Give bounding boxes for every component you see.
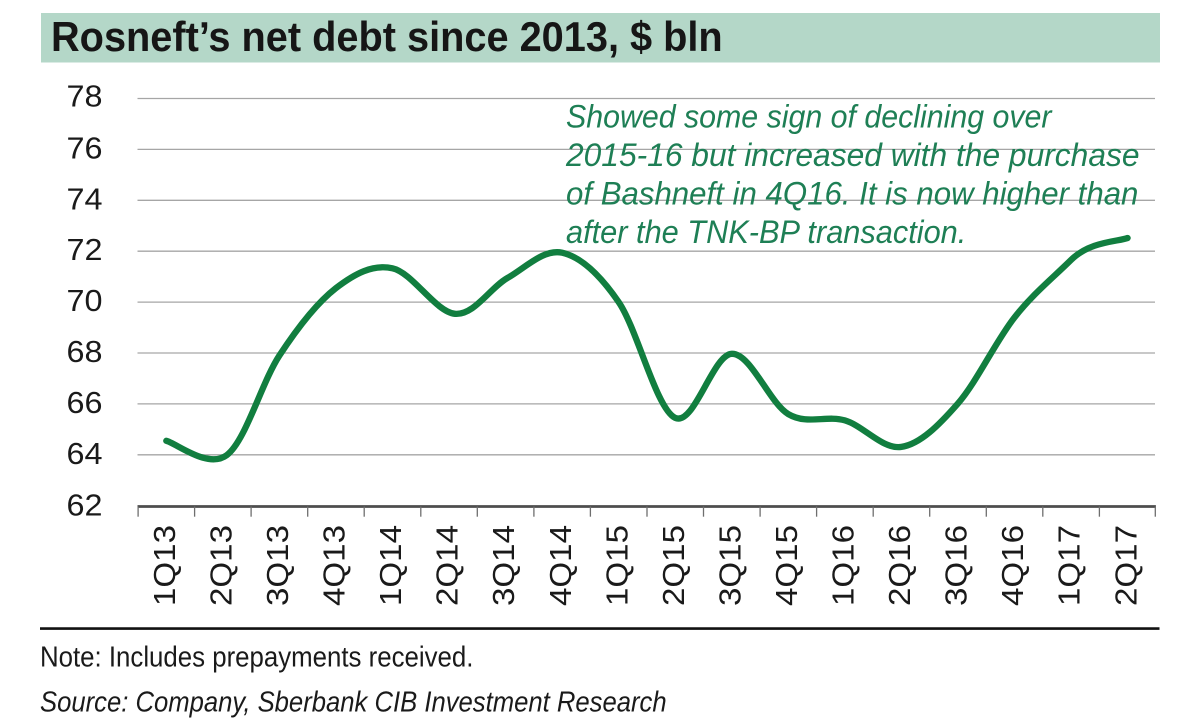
svg-text:72: 72 bbox=[67, 232, 103, 267]
svg-text:4Q15: 4Q15 bbox=[769, 525, 804, 606]
svg-text:76: 76 bbox=[67, 130, 103, 165]
svg-text:66: 66 bbox=[67, 385, 103, 420]
svg-text:3Q14: 3Q14 bbox=[486, 525, 521, 606]
svg-text:4Q13: 4Q13 bbox=[317, 525, 352, 606]
svg-text:70: 70 bbox=[67, 283, 103, 318]
svg-text:64: 64 bbox=[67, 436, 103, 471]
svg-text:62: 62 bbox=[67, 488, 103, 523]
svg-text:Note: Includes prepayments rec: Note: Includes prepayments received. bbox=[40, 641, 473, 673]
svg-text:3Q15: 3Q15 bbox=[712, 525, 747, 606]
svg-text:2015-16 but increased with the: 2015-16 but increased with the purchase bbox=[565, 137, 1139, 173]
svg-text:1Q15: 1Q15 bbox=[599, 525, 634, 606]
svg-text:after the TNK-BP transaction.: after the TNK-BP transaction. bbox=[566, 214, 966, 250]
svg-text:68: 68 bbox=[67, 334, 103, 369]
svg-text:3Q16: 3Q16 bbox=[939, 525, 974, 606]
svg-text:1Q13: 1Q13 bbox=[147, 525, 182, 606]
svg-text:4Q16: 4Q16 bbox=[995, 525, 1030, 606]
svg-text:Source: Company, Sberbank CIB: Source: Company, Sberbank CIB Investment… bbox=[40, 686, 667, 718]
svg-text:2Q16: 2Q16 bbox=[882, 525, 917, 606]
svg-text:4Q14: 4Q14 bbox=[543, 525, 578, 606]
svg-text:78: 78 bbox=[67, 78, 103, 113]
svg-text:Rosneft’s net debt since 2013,: Rosneft’s net debt since 2013, $ bln bbox=[51, 13, 723, 60]
svg-text:1Q14: 1Q14 bbox=[373, 525, 408, 606]
svg-text:2Q14: 2Q14 bbox=[430, 525, 465, 606]
svg-text:2Q13: 2Q13 bbox=[204, 525, 239, 606]
svg-text:74: 74 bbox=[67, 181, 103, 216]
svg-text:2Q17: 2Q17 bbox=[1108, 525, 1143, 606]
svg-text:3Q13: 3Q13 bbox=[260, 525, 295, 606]
svg-text:of Bashneft in 4Q16. It is now: of Bashneft in 4Q16. It is now higher th… bbox=[566, 176, 1138, 212]
svg-text:1Q17: 1Q17 bbox=[1052, 525, 1087, 606]
svg-text:Showed some sign of declining: Showed some sign of declining over bbox=[566, 99, 1053, 135]
svg-text:1Q16: 1Q16 bbox=[826, 525, 861, 606]
svg-text:2Q15: 2Q15 bbox=[656, 525, 691, 606]
